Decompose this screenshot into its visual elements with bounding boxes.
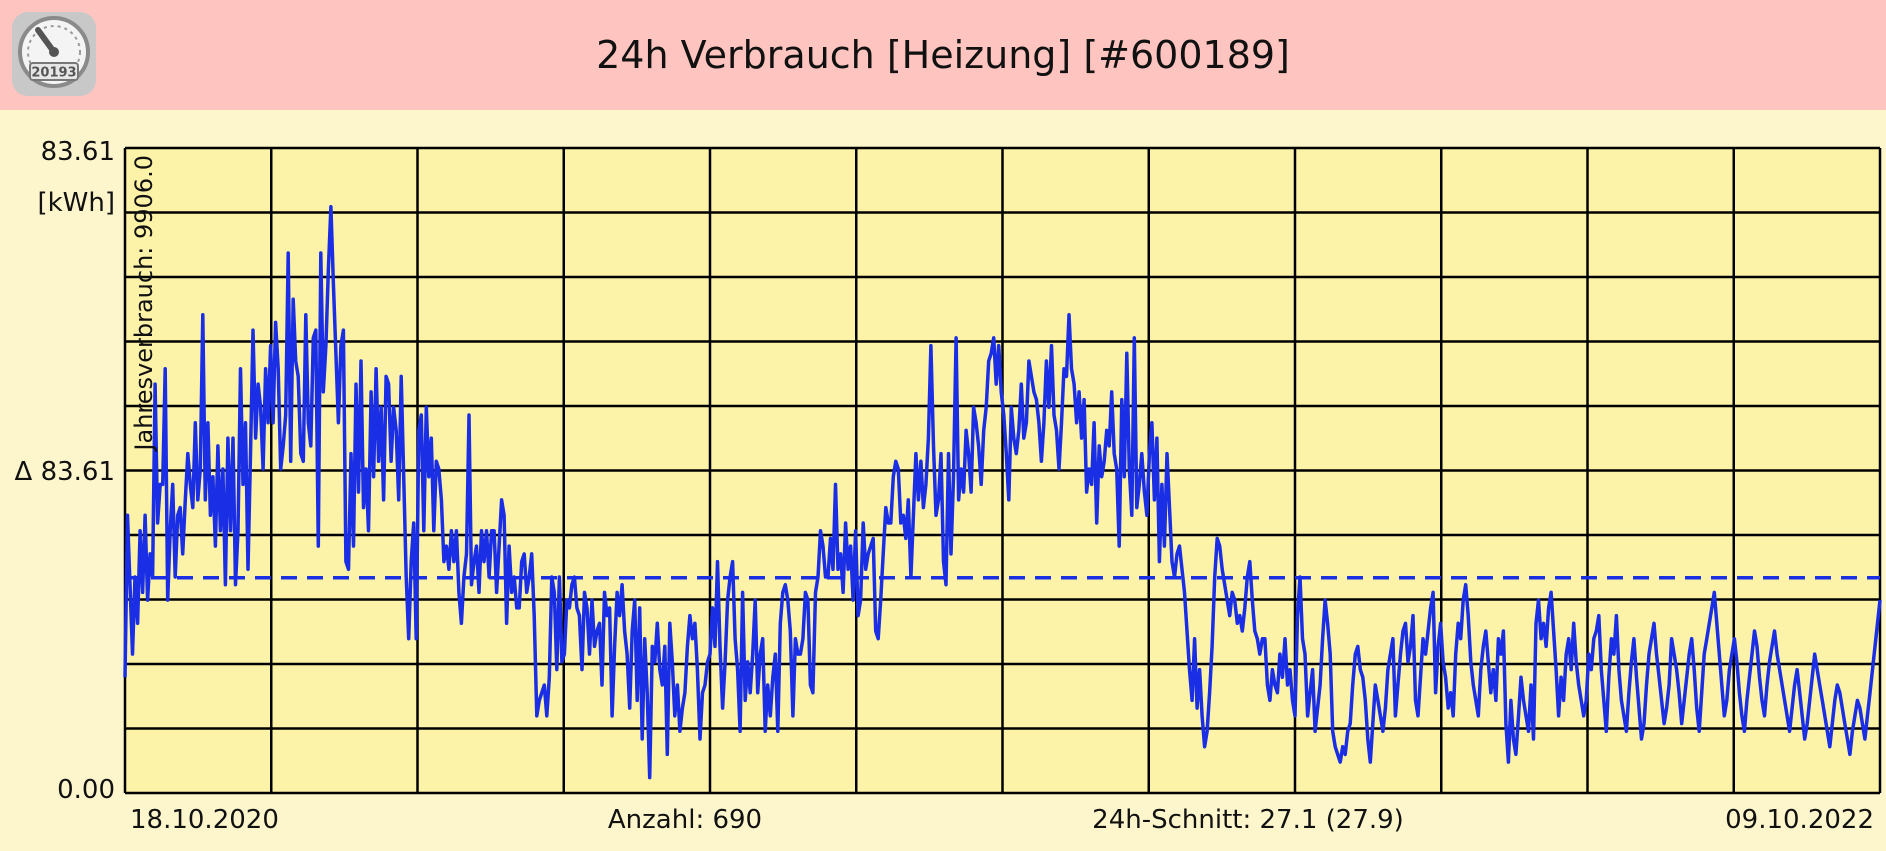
y-min-label: 0.00 xyxy=(57,775,115,805)
series-line-consumption xyxy=(123,204,1882,780)
footer-count: Anzahl: 690 xyxy=(608,805,762,835)
consumption-chart: 83.61 [kWh] Δ 83.61 0.00 Jahresverbrauch… xyxy=(15,137,1882,835)
y-max-label: 83.61 xyxy=(41,137,115,167)
y-rotated-label: Jahresverbrauch: 9906.0 xyxy=(130,155,158,453)
y-unit-label: [kWh] xyxy=(37,188,115,218)
header-bar: 20193 24h Verbrauch [Heizung] [#600189] xyxy=(0,0,1886,110)
y-mid-label: Δ 83.61 xyxy=(15,457,115,487)
meter-counter-text: 20193 xyxy=(31,66,76,81)
footer-end-date: 09.10.2022 xyxy=(1725,805,1874,835)
footer-start-date: 18.10.2020 xyxy=(130,805,279,835)
page-title: 24h Verbrauch [Heizung] [#600189] xyxy=(596,33,1290,77)
footer-average: 24h-Schnitt: 27.1 (27.9) xyxy=(1092,805,1404,835)
meter-gauge-icon[interactable]: 20193 xyxy=(12,12,96,96)
